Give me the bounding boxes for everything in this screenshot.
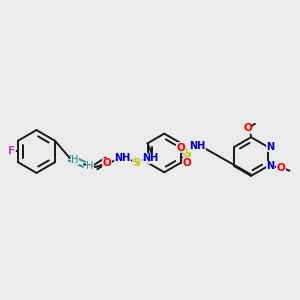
Text: S: S — [133, 158, 141, 168]
Text: O: O — [177, 142, 186, 153]
Text: H: H — [86, 161, 94, 171]
Text: O: O — [183, 158, 191, 168]
Text: NH: NH — [189, 141, 205, 151]
Text: NH: NH — [115, 153, 131, 163]
Text: NH: NH — [189, 141, 205, 151]
Text: N: N — [266, 142, 274, 152]
Text: O: O — [103, 158, 111, 168]
Text: F: F — [8, 146, 15, 157]
Text: O: O — [183, 158, 191, 168]
Text: O: O — [177, 142, 186, 153]
Text: N: N — [266, 161, 274, 171]
Text: O: O — [103, 158, 111, 168]
Text: NH: NH — [115, 153, 131, 163]
Text: S: S — [133, 158, 141, 168]
Text: O: O — [277, 163, 286, 173]
Text: S: S — [183, 148, 191, 159]
Text: S: S — [183, 148, 191, 159]
Text: H: H — [71, 154, 79, 164]
Text: NH: NH — [142, 153, 158, 163]
Text: N: N — [266, 161, 274, 171]
Text: O: O — [277, 163, 286, 173]
Text: H: H — [71, 154, 79, 164]
Text: F: F — [8, 146, 15, 157]
Text: O: O — [243, 123, 252, 133]
Text: O: O — [243, 123, 252, 133]
Text: N: N — [266, 142, 274, 152]
Text: NH: NH — [142, 153, 158, 163]
Text: H: H — [86, 161, 94, 171]
